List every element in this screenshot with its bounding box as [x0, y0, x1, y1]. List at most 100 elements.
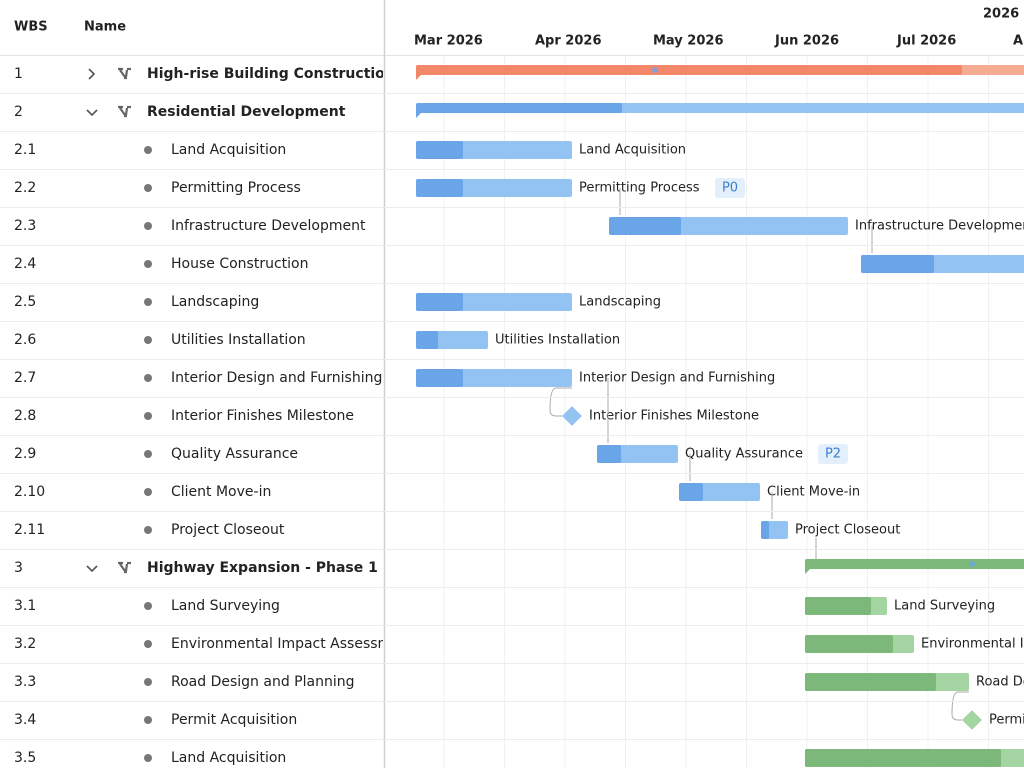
wbs-cell: 2.5: [14, 294, 36, 310]
name-cell: Interior Design and Furnishing: [171, 370, 382, 386]
bullet: [144, 146, 152, 154]
name-cell: Land Acquisition: [171, 750, 286, 766]
name-cell: Interior Finishes Milestone: [171, 408, 354, 424]
month-label: Jun 2026: [774, 34, 839, 49]
baseline-dot: [569, 105, 575, 111]
task-label: Environmental Impact Assessment: [921, 637, 1024, 652]
task-progress: [416, 141, 463, 159]
priority-tag-text: P0: [722, 181, 738, 196]
name-cell: Residential Development: [147, 104, 346, 120]
summary-icon: [118, 561, 131, 574]
expand-toggle[interactable]: [88, 68, 96, 80]
summary-progress: [416, 65, 962, 75]
name-cell: Client Move-in: [171, 484, 271, 500]
bullet: [144, 754, 152, 762]
bullet: [144, 298, 152, 306]
bullet: [144, 374, 152, 382]
task-progress: [416, 179, 463, 197]
dependency-line: [951, 691, 969, 721]
wbs-cell: 2.3: [14, 218, 36, 234]
year-label: 2026: [983, 7, 1019, 22]
name-cell: Permitting Process: [171, 180, 301, 196]
wbs-cell: 3: [14, 560, 23, 576]
name-cell: Environmental Impact Assessment: [171, 636, 415, 652]
wbs-cell: 2.1: [14, 142, 36, 158]
task-progress: [805, 635, 893, 653]
bullet: [144, 184, 152, 192]
name-cell: Landscaping: [171, 294, 259, 310]
wbs-cell: 3.1: [14, 598, 36, 614]
wbs-cell: 3.4: [14, 712, 36, 728]
timeline-pane: 2026 Mar 2026 Apr 2026 May 2026 Jun 2026 Jul…: [414, 7, 1024, 768]
month-label: Jul 2026: [896, 34, 956, 49]
expand-toggle[interactable]: [86, 109, 98, 117]
priority-tag: [715, 178, 745, 198]
wbs-cell: 2.4: [14, 256, 36, 272]
summary-icon: [118, 67, 131, 80]
bullet: [144, 526, 152, 534]
task-label: Permitting Process: [579, 181, 700, 196]
task-label: Land Acquisition: [579, 143, 686, 158]
task-label: Project Closeout: [795, 523, 900, 538]
wbs-cell: 2.6: [14, 332, 36, 348]
bullet: [144, 488, 152, 496]
name-cell: Permit Acquisition: [171, 712, 297, 728]
name-cell: House Construction: [171, 256, 308, 272]
name-cell: Road Design and Planning: [171, 674, 354, 690]
summary-progress: [416, 103, 622, 113]
bullet: [144, 602, 152, 610]
name-cell: Infrastructure Development: [171, 218, 366, 234]
bullet: [144, 450, 152, 458]
wbs-cell: 2.7: [14, 370, 36, 386]
task-progress: [761, 521, 769, 539]
name-cell: Utilities Installation: [171, 332, 306, 348]
month-label: Aug 2026: [1013, 34, 1024, 49]
wbs-cell: 2.11: [14, 522, 45, 538]
month-label: May 2026: [653, 34, 724, 49]
task-progress: [861, 255, 934, 273]
wbs-cell: 3.5: [14, 750, 36, 766]
wbs-cell: 1: [14, 66, 23, 82]
milestone[interactable]: [562, 406, 582, 426]
task-progress: [416, 369, 463, 387]
column-header[interactable]: Name: [84, 20, 126, 35]
task-progress: [805, 673, 936, 691]
month-label: Mar 2026: [414, 34, 483, 49]
task-progress: [679, 483, 703, 501]
bullet: [144, 678, 152, 686]
bullet: [144, 412, 152, 420]
name-cell: High-rise Building Construction: [147, 66, 395, 82]
milestone[interactable]: [962, 710, 982, 730]
wbs-cell: 2.2: [14, 180, 36, 196]
task-label: Interior Design and Furnishing: [579, 371, 775, 386]
column-header[interactable]: WBS: [14, 20, 48, 35]
task-label: Road Design and Planning: [976, 675, 1024, 690]
priority-tag-text: P2: [825, 447, 841, 462]
task-progress: [609, 217, 681, 235]
task-label: Land Surveying: [894, 599, 995, 614]
name-cell: Project Closeout: [171, 522, 285, 538]
name-cell: Land Surveying: [171, 598, 280, 614]
wbs-cell: 2.9: [14, 446, 36, 462]
expand-toggle[interactable]: [86, 565, 98, 573]
task-progress: [416, 331, 438, 349]
summary-notch: [416, 112, 422, 118]
bullet: [144, 640, 152, 648]
task-label: Infrastructure Development: [855, 219, 1024, 234]
bullet: [144, 222, 152, 230]
wbs-cell: 2.8: [14, 408, 36, 424]
wbs-cell: 3.3: [14, 674, 36, 690]
priority-tag: [818, 444, 848, 464]
bullet: [144, 336, 152, 344]
wbs-cell: 3.2: [14, 636, 36, 652]
summary-progress: [805, 559, 1024, 569]
summary-notch: [805, 568, 811, 574]
baseline-dot: [969, 561, 975, 567]
wbs-cell: 2: [14, 104, 23, 120]
summary-icon: [118, 105, 131, 118]
task-label: Permit Acquisition: [989, 713, 1024, 728]
month-label: Apr 2026: [535, 34, 602, 49]
name-cell: Quality Assurance: [171, 446, 298, 462]
task-label: Client Move-in: [767, 485, 860, 500]
